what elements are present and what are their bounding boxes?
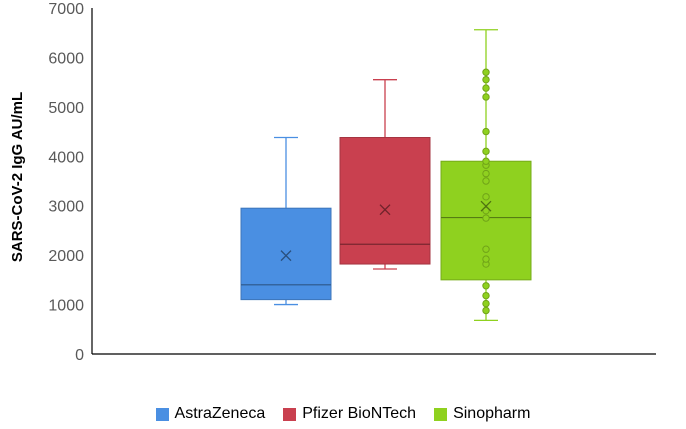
y-tick-label: 7000 — [48, 1, 84, 18]
legend-swatch-pfizer — [283, 407, 297, 421]
legend: AstraZeneca Pfizer BioNTech Sinopharm — [0, 401, 686, 427]
iqr-box — [339, 137, 431, 265]
box-pfizer-biontech — [339, 79, 431, 270]
data-point — [482, 147, 490, 156]
legend-label-astrazeneca: AstraZeneca — [174, 405, 266, 422]
data-point — [482, 84, 490, 92]
y-tick-label: 6000 — [48, 50, 84, 67]
data-point — [482, 255, 490, 263]
y-tick-label: 5000 — [48, 100, 84, 117]
data-point — [482, 177, 490, 185]
legend-item-pfizer: Pfizer BioNTech — [283, 405, 416, 423]
y-tick-labels: 0 1000 2000 3000 4000 5000 6000 7000 — [48, 1, 84, 364]
y-tick-label: 4000 — [48, 149, 84, 166]
data-point — [482, 75, 490, 84]
box-plot-chart: 0 1000 2000 3000 4000 5000 6000 7000 SARS-CoV-2… — [9, 1, 656, 364]
mean-marker — [379, 204, 391, 216]
axes — [91, 8, 656, 355]
y-axis-label: SARS-CoV-2 IgG AU/mL — [9, 92, 26, 262]
legend-item-sinopharm: Sinopharm — [434, 405, 530, 423]
legend-swatch-sinopharm — [434, 407, 448, 421]
y-tick-label: 2000 — [48, 248, 84, 265]
data-point — [482, 299, 490, 308]
data-point — [482, 93, 490, 101]
data-point — [482, 291, 490, 300]
data-point — [482, 68, 490, 76]
y-tick-label: 1000 — [48, 298, 84, 315]
data-point — [482, 245, 490, 253]
data-point — [482, 282, 490, 290]
data-point — [482, 306, 490, 315]
box-astrazeneca — [240, 136, 332, 306]
data-point — [482, 169, 490, 178]
data-point — [482, 157, 490, 165]
data-point — [482, 206, 490, 215]
legend-label-pfizer: Pfizer BioNTech — [302, 405, 417, 422]
legend-item-astrazeneca: AstraZeneca — [155, 405, 266, 423]
boxes — [240, 29, 532, 322]
y-tick-label: 3000 — [48, 199, 84, 216]
data-point — [482, 214, 490, 222]
mean-marker — [480, 200, 492, 212]
data-point — [482, 127, 490, 136]
legend-swatch-astrazeneca — [155, 407, 169, 421]
legend-label-sinopharm: Sinopharm — [453, 405, 531, 422]
data-point — [482, 193, 490, 201]
box-sinopharm — [440, 29, 532, 322]
mean-marker — [280, 250, 292, 262]
iqr-box — [240, 207, 332, 301]
y-tick-label: 0 — [75, 347, 84, 364]
